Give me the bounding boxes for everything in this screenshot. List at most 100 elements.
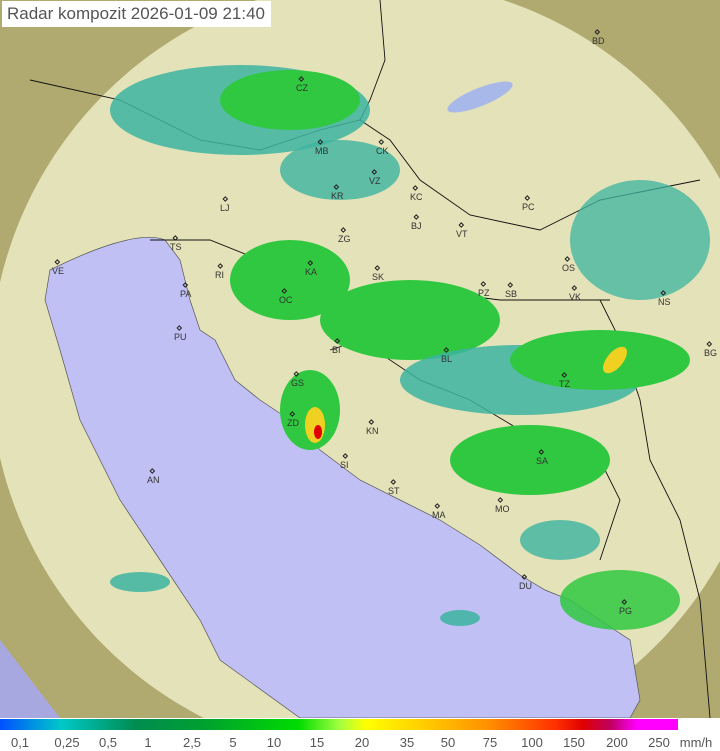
city-label: PC: [522, 202, 535, 212]
city-label: TS: [170, 242, 182, 252]
city-marker-icon: [507, 282, 514, 288]
city-marker-icon: [480, 281, 487, 287]
legend-tick: 0,5: [98, 735, 118, 750]
map-title: Radar kompozit 2026-01-09 21:40: [2, 1, 271, 27]
city-marker-icon: [561, 372, 568, 378]
city-label: NS: [658, 297, 671, 307]
city-marker-icon: [317, 139, 324, 145]
legend-tick: 150: [563, 735, 585, 750]
city-label: SA: [536, 456, 548, 466]
legend-tick: 250: [648, 735, 670, 750]
city-marker-icon: [281, 288, 288, 294]
city-label: PG: [619, 606, 632, 616]
legend-tick: 10: [266, 735, 282, 750]
city-marker-icon: [524, 195, 531, 201]
city-label: OC: [279, 295, 293, 305]
lake-balaton: [447, 81, 513, 113]
city-label: BI: [332, 345, 341, 355]
legend-tick: 35: [399, 735, 415, 750]
city-label: ZG: [338, 234, 351, 244]
city-marker-icon: [176, 325, 183, 331]
legend-unit: mm/h: [679, 735, 713, 750]
city-label: VZ: [369, 176, 381, 186]
city-label: SK: [372, 272, 384, 282]
city-label: BJ: [411, 221, 422, 231]
city-marker-icon: [172, 235, 179, 241]
city-label: CK: [376, 146, 389, 156]
city-label: MA: [432, 510, 446, 520]
legend-tick: 1: [144, 735, 152, 750]
legend-tick: 200: [606, 735, 628, 750]
city-label: KR: [331, 191, 344, 201]
city-marker-icon: [289, 411, 296, 417]
city-label: BD: [592, 36, 605, 46]
city-marker-icon: [333, 184, 340, 190]
city-label: RI: [215, 270, 224, 280]
radar-map: CZ MB CK VZ KR KC PC LJ BJ VT ZG TS VE RI KA SK OS PA PZ SB…: [0, 0, 720, 718]
city-marker-icon: [413, 214, 420, 220]
city-marker-icon: [334, 338, 341, 344]
city-marker-icon: [54, 259, 61, 265]
city-label: PZ: [478, 288, 490, 298]
city-marker-icon: [571, 285, 578, 291]
city-label: PU: [174, 332, 187, 342]
sea-tyrrhenian-corner: [0, 640, 60, 718]
city-label: VE: [52, 266, 64, 276]
city-label: PA: [180, 289, 191, 299]
city-marker-icon: [340, 227, 347, 233]
city-marker-icon: [222, 196, 229, 202]
legend-tick: 50: [440, 735, 456, 750]
city-marker-icon: [182, 282, 189, 288]
city-marker-icon: [538, 449, 545, 455]
city-marker-icon: [521, 574, 528, 580]
city-marker-icon: [149, 468, 156, 474]
city-marker-icon: [706, 341, 713, 347]
legend-tick: 75: [482, 735, 498, 750]
city-marker-icon: [564, 256, 571, 262]
legend-color-bar: [0, 719, 678, 730]
city-marker-icon: [660, 290, 667, 296]
city-label: MO: [495, 504, 510, 514]
legend-tick: 0,25: [54, 735, 80, 750]
city-label: OS: [562, 263, 575, 273]
city-marker-icon: [458, 222, 465, 228]
city-label: VK: [569, 292, 581, 302]
city-label: MB: [315, 146, 329, 156]
city-label: TZ: [559, 379, 570, 389]
city-label: CZ: [296, 83, 308, 93]
city-label: DU: [519, 581, 532, 591]
legend-tick: 5: [229, 735, 237, 750]
city-label: ZD: [287, 418, 299, 428]
city-label: BL: [441, 354, 452, 364]
city-label: LJ: [220, 203, 230, 213]
city-marker-icon: [621, 599, 628, 605]
legend-tick: 15: [309, 735, 325, 750]
city-label: KN: [366, 426, 379, 436]
city-marker-icon: [594, 29, 601, 35]
city-marker-icon: [217, 263, 224, 269]
city-marker-icon: [293, 371, 300, 377]
city-label: AN: [147, 475, 160, 485]
city-marker-icon: [378, 139, 385, 145]
city-label: ST: [388, 486, 400, 496]
city-marker-icon: [434, 503, 441, 509]
city-label: SI: [340, 460, 349, 470]
city-marker-icon: [412, 185, 419, 191]
legend-tick: 0,1: [10, 735, 30, 750]
city-marker-icon: [371, 169, 378, 175]
city-marker-icon: [368, 419, 375, 425]
city-marker-icon: [307, 260, 314, 266]
city-label: VT: [456, 229, 468, 239]
city-marker-icon: [497, 497, 504, 503]
city-label: KA: [305, 267, 317, 277]
city-marker-icon: [342, 453, 349, 459]
legend-tick: 20: [354, 735, 370, 750]
city-label: SB: [505, 289, 517, 299]
city-markers: CZ MB CK VZ KR KC PC LJ BJ VT ZG TS VE RI KA SK OS PA PZ SB…: [52, 29, 717, 616]
city-label: BG: [704, 348, 717, 358]
city-marker-icon: [298, 76, 305, 82]
legend-tick: 2,5: [182, 735, 202, 750]
city-marker-icon: [443, 347, 450, 353]
precipitation: [110, 65, 710, 630]
